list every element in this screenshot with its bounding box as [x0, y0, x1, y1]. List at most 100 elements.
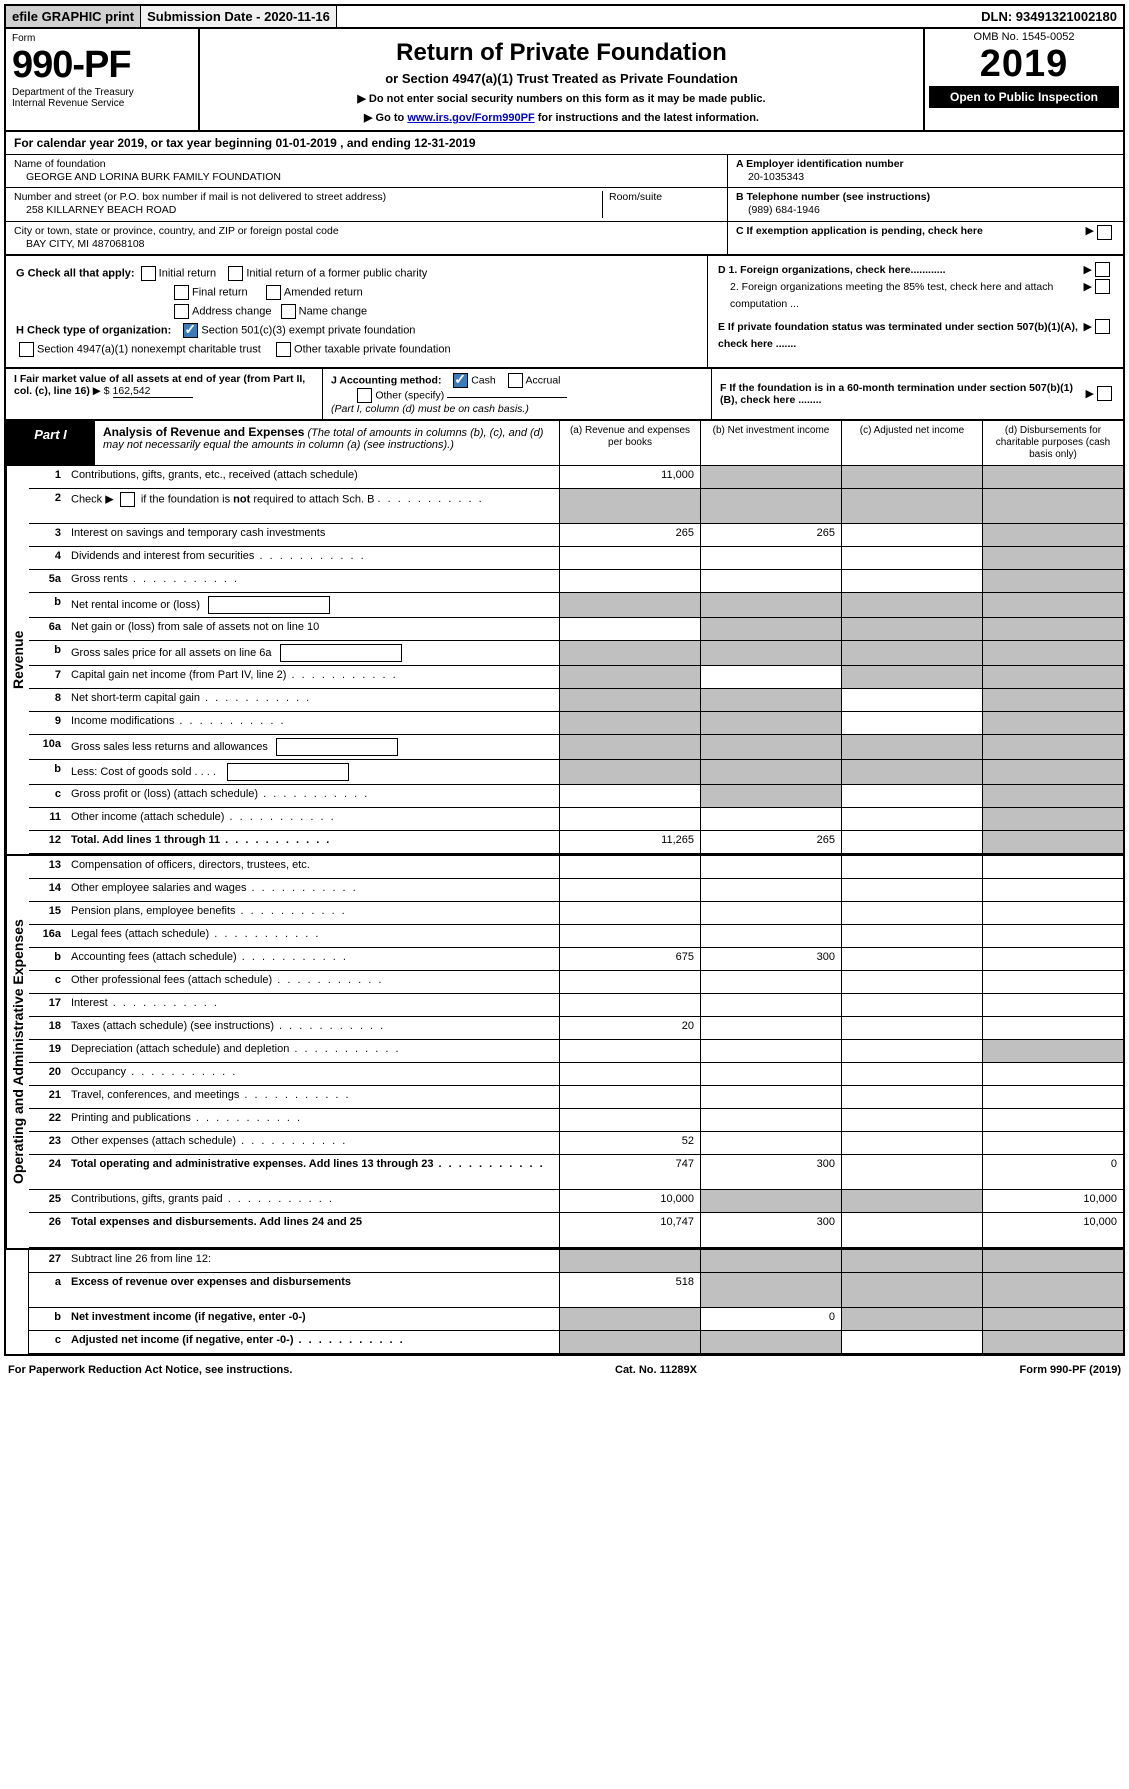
efile-label[interactable]: efile GRAPHIC print [6, 6, 141, 27]
cell-d [982, 831, 1123, 853]
fmv-value: 162,542 [113, 385, 193, 398]
cell-b [700, 618, 841, 640]
h-opt2: Section 4947(a)(1) nonexempt charitable … [37, 343, 261, 355]
cell-c [841, 1190, 982, 1212]
cell-b: 265 [700, 524, 841, 546]
inline-input[interactable] [280, 644, 402, 662]
row-desc: Compensation of officers, directors, tru… [67, 856, 559, 878]
row-desc: Subtract line 26 from line 12: [67, 1250, 559, 1272]
cell-a [559, 618, 700, 640]
inline-input[interactable] [208, 596, 330, 614]
cell-b [700, 689, 841, 711]
g-initial-former-checkbox[interactable] [228, 266, 243, 281]
col-d-header: (d) Disbursements for charitable purpose… [982, 421, 1123, 465]
summary-body: 27Subtract line 26 from line 12: aExcess… [29, 1250, 1123, 1354]
note-goto: ▶ Go to www.irs.gov/Form990PF for instru… [206, 111, 917, 124]
cell-a [559, 570, 700, 592]
g-initial-checkbox[interactable] [141, 266, 156, 281]
schb-checkbox[interactable] [120, 492, 135, 507]
cell-c [841, 785, 982, 807]
row-desc: Pension plans, employee benefits [67, 902, 559, 924]
cell-c [841, 666, 982, 688]
fmv-right: F If the foundation is in a 60-month ter… [712, 369, 1123, 419]
part1-title: Analysis of Revenue and Expenses [103, 425, 304, 439]
cell-d [982, 760, 1123, 784]
note-ssn: ▶ Do not enter social security numbers o… [206, 92, 917, 105]
j-other-checkbox[interactable] [357, 388, 372, 403]
f-checkbox[interactable] [1097, 386, 1112, 401]
cell-b [700, 1109, 841, 1131]
arrow-icon: ▶ [1084, 279, 1092, 313]
c-cell: C If exemption application is pending, c… [728, 222, 1123, 243]
entity-left: Name of foundation GEORGE AND LORINA BUR… [6, 155, 728, 254]
street-label: Number and street (or P.O. box number if… [14, 191, 602, 204]
cell-d [982, 641, 1123, 665]
city-label: City or town, state or province, country… [14, 225, 719, 238]
row-desc: Net short-term capital gain [67, 689, 559, 711]
footer-mid: Cat. No. 11289X [615, 1364, 697, 1376]
g-amended-checkbox[interactable] [266, 285, 281, 300]
topbar: efile GRAPHIC print Submission Date - 20… [6, 6, 1123, 29]
row-desc: Taxes (attach schedule) (see instruction… [67, 1017, 559, 1039]
cell-b [700, 712, 841, 734]
row-num: 12 [29, 831, 67, 853]
inline-input[interactable] [276, 738, 398, 756]
h-other-checkbox[interactable] [276, 342, 291, 357]
h-4947-checkbox[interactable] [19, 342, 34, 357]
part1-header: Part I Analysis of Revenue and Expenses … [6, 421, 1123, 466]
irs-link[interactable]: www.irs.gov/Form990PF [407, 112, 534, 124]
inline-input[interactable] [227, 763, 349, 781]
d1-label: D 1. Foreign organizations, check here..… [718, 262, 1084, 280]
row-num: c [29, 1331, 67, 1353]
dept-label: Department of the Treasury [12, 87, 192, 98]
cell-d [982, 808, 1123, 830]
cell-a [559, 1109, 700, 1131]
cell-a [559, 1331, 700, 1353]
g-final-checkbox[interactable] [174, 285, 189, 300]
h-label: H Check type of organization: [16, 324, 171, 336]
cell-d [982, 1040, 1123, 1062]
cell-c [841, 1086, 982, 1108]
g-opt-0: Initial return [159, 267, 216, 279]
cell-a [559, 971, 700, 993]
cell-c [841, 879, 982, 901]
h-501c3-checkbox[interactable] [183, 323, 198, 338]
cell-d: 10,000 [982, 1213, 1123, 1247]
cell-c [841, 1213, 982, 1247]
j-cash-checkbox[interactable] [453, 373, 468, 388]
cell-a: 11,265 [559, 831, 700, 853]
row-desc: Other expenses (attach schedule) [67, 1132, 559, 1154]
cell-c [841, 808, 982, 830]
cell-b: 0 [700, 1308, 841, 1330]
row-desc: Excess of revenue over expenses and disb… [67, 1273, 559, 1307]
j-accrual-checkbox[interactable] [508, 373, 523, 388]
ein-value: 20-1035343 [736, 171, 804, 183]
cell-a [559, 547, 700, 569]
e-row: E If private foundation status was termi… [718, 319, 1113, 353]
cell-c [841, 593, 982, 617]
d2-checkbox[interactable] [1095, 279, 1110, 294]
c-checkbox[interactable] [1097, 225, 1112, 240]
g-name-checkbox[interactable] [281, 304, 296, 319]
row-desc: Depreciation (attach schedule) and deple… [67, 1040, 559, 1062]
row-desc: Net investment income (if negative, ente… [67, 1308, 559, 1330]
g-address-checkbox[interactable] [174, 304, 189, 319]
row-desc: Total. Add lines 1 through 11 [67, 831, 559, 853]
col-b-header: (b) Net investment income [700, 421, 841, 465]
row-desc: Income modifications [67, 712, 559, 734]
check-right: D 1. Foreign organizations, check here..… [708, 256, 1123, 367]
cell-c [841, 1109, 982, 1131]
row-desc: Less: Cost of goods sold . . . . [67, 760, 559, 784]
d1-checkbox[interactable] [1095, 262, 1110, 277]
e-checkbox[interactable] [1095, 319, 1110, 334]
cell-a [559, 1086, 700, 1108]
part1-label: Part I [6, 421, 95, 465]
cell-a [559, 760, 700, 784]
cell-d [982, 689, 1123, 711]
cell-c [841, 466, 982, 488]
foundation-name: GEORGE AND LORINA BURK FAMILY FOUNDATION [14, 171, 719, 184]
row-num: b [29, 760, 67, 784]
row-num: 7 [29, 666, 67, 688]
form-label: Form [12, 33, 192, 44]
cell-b [700, 1273, 841, 1307]
